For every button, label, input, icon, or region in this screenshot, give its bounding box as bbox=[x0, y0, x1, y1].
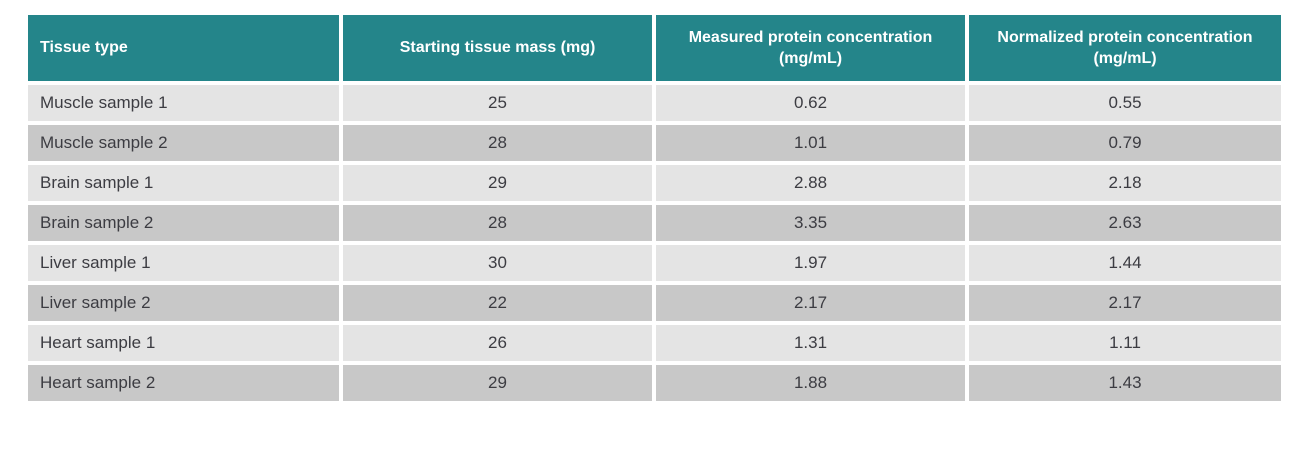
value-cell: 0.55 bbox=[969, 85, 1281, 121]
value-cell: 2.63 bbox=[969, 205, 1281, 241]
value-cell: 2.17 bbox=[969, 285, 1281, 321]
value-cell: 2.88 bbox=[656, 165, 965, 201]
value-cell: 1.44 bbox=[969, 245, 1281, 281]
row-label-cell: Muscle sample 2 bbox=[28, 125, 339, 161]
value-cell: 1.31 bbox=[656, 325, 965, 361]
row-label-cell: Brain sample 2 bbox=[28, 205, 339, 241]
value-cell: 26 bbox=[343, 325, 652, 361]
row-label-cell: Liver sample 1 bbox=[28, 245, 339, 281]
value-cell: 0.62 bbox=[656, 85, 965, 121]
value-cell: 29 bbox=[343, 165, 652, 201]
column-header-tissue-type: Tissue type bbox=[28, 15, 339, 81]
value-cell: 1.01 bbox=[656, 125, 965, 161]
header-row: Tissue type Starting tissue mass (mg) Me… bbox=[28, 15, 1281, 81]
value-cell: 3.35 bbox=[656, 205, 965, 241]
column-header-starting-tissue-mass: Starting tissue mass (mg) bbox=[343, 15, 652, 81]
table-row: Liver sample 1 30 1.97 1.44 bbox=[28, 245, 1281, 281]
table-header: Tissue type Starting tissue mass (mg) Me… bbox=[28, 15, 1281, 81]
table-row: Liver sample 2 22 2.17 2.17 bbox=[28, 285, 1281, 321]
value-cell: 30 bbox=[343, 245, 652, 281]
value-cell: 1.11 bbox=[969, 325, 1281, 361]
row-label-cell: Brain sample 1 bbox=[28, 165, 339, 201]
row-label-cell: Heart sample 1 bbox=[28, 325, 339, 361]
value-cell: 22 bbox=[343, 285, 652, 321]
value-cell: 28 bbox=[343, 125, 652, 161]
value-cell: 29 bbox=[343, 365, 652, 401]
table-row: Muscle sample 2 28 1.01 0.79 bbox=[28, 125, 1281, 161]
table-row: Brain sample 1 29 2.88 2.18 bbox=[28, 165, 1281, 201]
value-cell: 0.79 bbox=[969, 125, 1281, 161]
value-cell: 2.17 bbox=[656, 285, 965, 321]
value-cell: 2.18 bbox=[969, 165, 1281, 201]
protein-concentration-table: Tissue type Starting tissue mass (mg) Me… bbox=[24, 11, 1285, 405]
table-row: Heart sample 1 26 1.31 1.11 bbox=[28, 325, 1281, 361]
table-row: Brain sample 2 28 3.35 2.63 bbox=[28, 205, 1281, 241]
value-cell: 1.43 bbox=[969, 365, 1281, 401]
value-cell: 1.88 bbox=[656, 365, 965, 401]
row-label-cell: Muscle sample 1 bbox=[28, 85, 339, 121]
table-row: Muscle sample 1 25 0.62 0.55 bbox=[28, 85, 1281, 121]
column-header-measured-protein-concentration: Measured protein concentration (mg/mL) bbox=[656, 15, 965, 81]
row-label-cell: Heart sample 2 bbox=[28, 365, 339, 401]
value-cell: 25 bbox=[343, 85, 652, 121]
row-label-cell: Liver sample 2 bbox=[28, 285, 339, 321]
column-header-normalized-protein-concentration: Normalized protein concentration (mg/mL) bbox=[969, 15, 1281, 81]
table-body: Muscle sample 1 25 0.62 0.55 Muscle sample 2… bbox=[28, 85, 1281, 401]
value-cell: 28 bbox=[343, 205, 652, 241]
value-cell: 1.97 bbox=[656, 245, 965, 281]
table-row: Heart sample 2 29 1.88 1.43 bbox=[28, 365, 1281, 401]
